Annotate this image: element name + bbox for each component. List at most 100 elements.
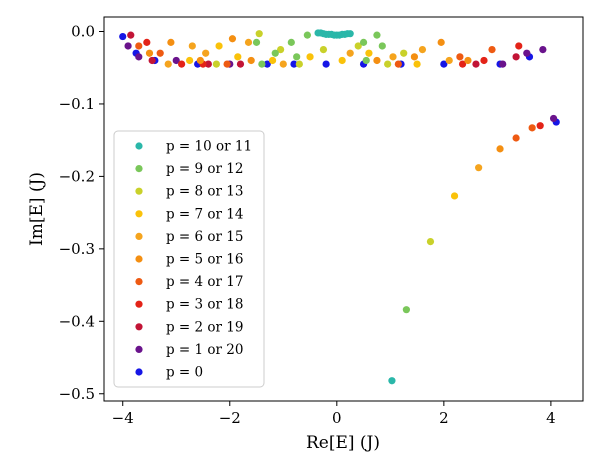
data-point — [464, 56, 472, 65]
data-point — [365, 49, 373, 57]
data-point — [271, 49, 279, 57]
data-point — [378, 42, 386, 50]
data-point — [472, 60, 480, 68]
data-point — [440, 60, 448, 68]
legend-box — [113, 130, 265, 388]
data-point — [234, 53, 242, 61]
data-point — [204, 60, 212, 68]
data-point — [512, 53, 520, 61]
data-point — [373, 31, 381, 39]
data-point — [293, 53, 301, 61]
data-point — [437, 38, 445, 46]
legend-marker — [135, 368, 143, 376]
legend-marker — [135, 278, 143, 286]
data-point — [384, 60, 392, 68]
data-point — [528, 124, 536, 132]
data-point — [212, 60, 220, 68]
legend-label: p = 2 or 19 — [166, 319, 243, 335]
data-point — [523, 49, 531, 57]
legend-label: p = 5 or 16 — [166, 252, 243, 268]
legend-label: p = 0 — [166, 365, 203, 381]
legend-marker — [135, 345, 143, 353]
data-point — [135, 42, 143, 50]
data-point — [148, 56, 156, 65]
data-point — [306, 53, 314, 61]
data-point — [164, 60, 172, 68]
data-point — [277, 46, 285, 54]
y-tick-label: −0.2 — [59, 167, 95, 185]
legend-label: p = 10 or 11 — [166, 139, 252, 155]
data-point — [480, 56, 488, 65]
data-point — [388, 377, 396, 385]
y-tick-label: −0.5 — [59, 385, 95, 403]
data-point — [279, 60, 287, 68]
data-point — [426, 238, 435, 246]
data-point — [228, 35, 237, 43]
y-axis-ticks: 0.0 −0.1 −0.2 −0.3 −0.4 −0.5 — [59, 22, 104, 403]
x-tick-label: 4 — [546, 409, 556, 427]
data-point — [456, 53, 464, 61]
data-point — [512, 134, 520, 142]
data-point — [303, 31, 311, 39]
legend-label: p = 7 or 14 — [166, 206, 243, 222]
data-point — [536, 122, 544, 130]
data-point — [263, 60, 271, 68]
data-point — [445, 56, 453, 65]
data-point — [188, 42, 196, 50]
legend-label: p = 8 or 13 — [166, 184, 243, 200]
data-point — [156, 49, 164, 57]
y-axis-label: Im[E] (J) — [27, 172, 47, 246]
data-point — [346, 30, 354, 38]
legend-marker — [135, 210, 143, 218]
legend-label: p = 3 or 18 — [166, 297, 243, 313]
data-point — [295, 60, 303, 68]
data-point — [255, 30, 263, 38]
data-point — [338, 56, 346, 65]
data-point — [196, 56, 204, 65]
data-point — [145, 49, 154, 57]
legend-marker — [135, 255, 143, 263]
x-axis-label: Re[E] (J) — [306, 433, 380, 453]
data-point — [287, 38, 295, 46]
data-point — [475, 164, 483, 172]
legend-label: p = 6 or 15 — [166, 229, 243, 245]
x-tick-label: −2 — [219, 409, 241, 427]
data-point — [268, 56, 277, 65]
data-point — [418, 46, 427, 54]
data-point — [135, 53, 143, 61]
data-point — [202, 49, 210, 57]
legend: p = 10 or 11 p = 9 or 12 p = 8 or 13 p = 7 … — [113, 130, 265, 388]
x-axis-ticks: −4 −2 0 2 4 — [112, 401, 556, 427]
x-tick-label: −4 — [112, 409, 134, 427]
data-point — [402, 306, 410, 314]
legend-marker — [135, 142, 143, 150]
data-point — [488, 46, 496, 54]
data-point — [394, 60, 402, 68]
data-point — [515, 42, 523, 50]
data-point — [458, 60, 467, 68]
data-point — [549, 114, 558, 123]
legend-marker — [135, 187, 143, 195]
y-tick-label: −0.4 — [59, 312, 95, 330]
y-tick-label: −0.3 — [59, 240, 95, 258]
data-point — [247, 56, 255, 65]
data-point — [496, 145, 504, 153]
data-point — [499, 60, 507, 68]
data-point — [143, 38, 151, 46]
data-point — [167, 38, 175, 46]
data-point — [400, 49, 408, 57]
legend-marker — [135, 232, 143, 240]
legend-label: p = 9 or 12 — [166, 161, 243, 177]
data-point — [413, 60, 421, 68]
data-point — [346, 49, 354, 57]
data-point — [389, 53, 397, 61]
data-point — [290, 60, 298, 68]
data-point — [127, 31, 135, 39]
legend-marker — [135, 165, 143, 173]
data-point — [252, 38, 261, 46]
data-point — [354, 42, 362, 50]
legend-label: p = 4 or 17 — [166, 274, 243, 290]
data-point — [124, 42, 132, 50]
data-point — [236, 60, 245, 68]
